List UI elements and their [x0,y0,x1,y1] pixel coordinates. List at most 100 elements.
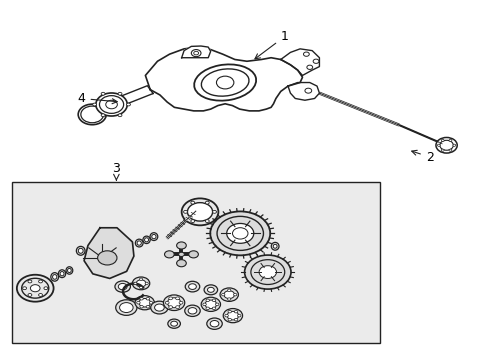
Circle shape [93,103,96,106]
Circle shape [244,255,290,289]
Circle shape [224,314,228,317]
Circle shape [227,318,231,321]
Circle shape [115,281,130,292]
Ellipse shape [271,242,279,250]
Polygon shape [84,228,134,278]
Polygon shape [116,86,153,106]
Circle shape [210,320,219,327]
Ellipse shape [144,238,148,242]
Circle shape [163,295,184,311]
Text: 2: 2 [411,150,433,163]
Circle shape [101,114,105,117]
Circle shape [435,138,456,153]
Circle shape [175,297,179,300]
Polygon shape [181,46,210,58]
Circle shape [237,314,241,317]
Circle shape [135,296,154,310]
Ellipse shape [194,64,256,101]
Circle shape [220,288,238,301]
Ellipse shape [60,271,64,276]
Circle shape [259,266,276,279]
Circle shape [164,251,174,258]
Text: 1: 1 [254,30,288,59]
Ellipse shape [150,233,158,240]
Ellipse shape [99,96,123,113]
Circle shape [132,277,149,290]
Circle shape [452,144,455,146]
Circle shape [28,280,32,283]
Circle shape [167,298,181,308]
Circle shape [39,280,42,283]
Circle shape [227,298,230,300]
Ellipse shape [67,269,71,273]
Circle shape [448,139,451,141]
Circle shape [176,242,186,249]
Circle shape [193,51,198,55]
Circle shape [440,149,443,151]
Circle shape [303,52,308,56]
Circle shape [205,299,209,302]
Circle shape [212,307,215,310]
Circle shape [216,76,233,89]
Circle shape [233,293,236,296]
Text: 3: 3 [112,162,120,175]
Circle shape [212,299,215,302]
Circle shape [210,211,270,255]
Circle shape [137,301,140,304]
Circle shape [39,293,42,296]
Circle shape [139,278,142,280]
Circle shape [188,284,196,289]
Circle shape [190,201,194,204]
Ellipse shape [78,248,83,253]
Circle shape [21,278,49,298]
Circle shape [176,260,186,267]
Ellipse shape [201,69,248,96]
Circle shape [118,114,122,117]
Circle shape [234,318,237,321]
Circle shape [190,220,194,222]
Circle shape [203,285,217,295]
Circle shape [146,297,149,300]
Circle shape [205,220,209,222]
Bar [12,182,379,343]
Circle shape [223,309,242,323]
Circle shape [181,198,218,225]
Circle shape [227,289,230,292]
Circle shape [191,50,201,57]
Circle shape [146,305,149,308]
Circle shape [22,287,26,290]
Circle shape [187,203,212,221]
Circle shape [170,321,177,326]
Circle shape [312,59,318,63]
Ellipse shape [142,236,150,244]
Circle shape [30,285,40,292]
Circle shape [206,318,222,329]
Ellipse shape [151,234,156,239]
Circle shape [165,301,169,304]
Circle shape [221,293,224,296]
Circle shape [150,301,168,314]
Circle shape [207,287,214,292]
Circle shape [204,300,216,309]
Circle shape [201,297,220,311]
Circle shape [140,297,143,300]
Ellipse shape [81,106,103,123]
Ellipse shape [135,239,143,247]
Circle shape [185,281,199,292]
Circle shape [105,100,117,109]
Circle shape [226,311,238,320]
Polygon shape [287,82,319,100]
Ellipse shape [53,275,57,279]
Circle shape [205,307,209,310]
Circle shape [188,251,198,258]
Circle shape [118,283,127,290]
Ellipse shape [76,246,85,255]
Circle shape [250,260,284,284]
Circle shape [178,252,184,256]
Circle shape [145,282,148,284]
Circle shape [139,286,142,289]
Circle shape [205,201,209,204]
Circle shape [168,297,172,300]
Polygon shape [280,49,319,76]
Circle shape [217,216,263,251]
